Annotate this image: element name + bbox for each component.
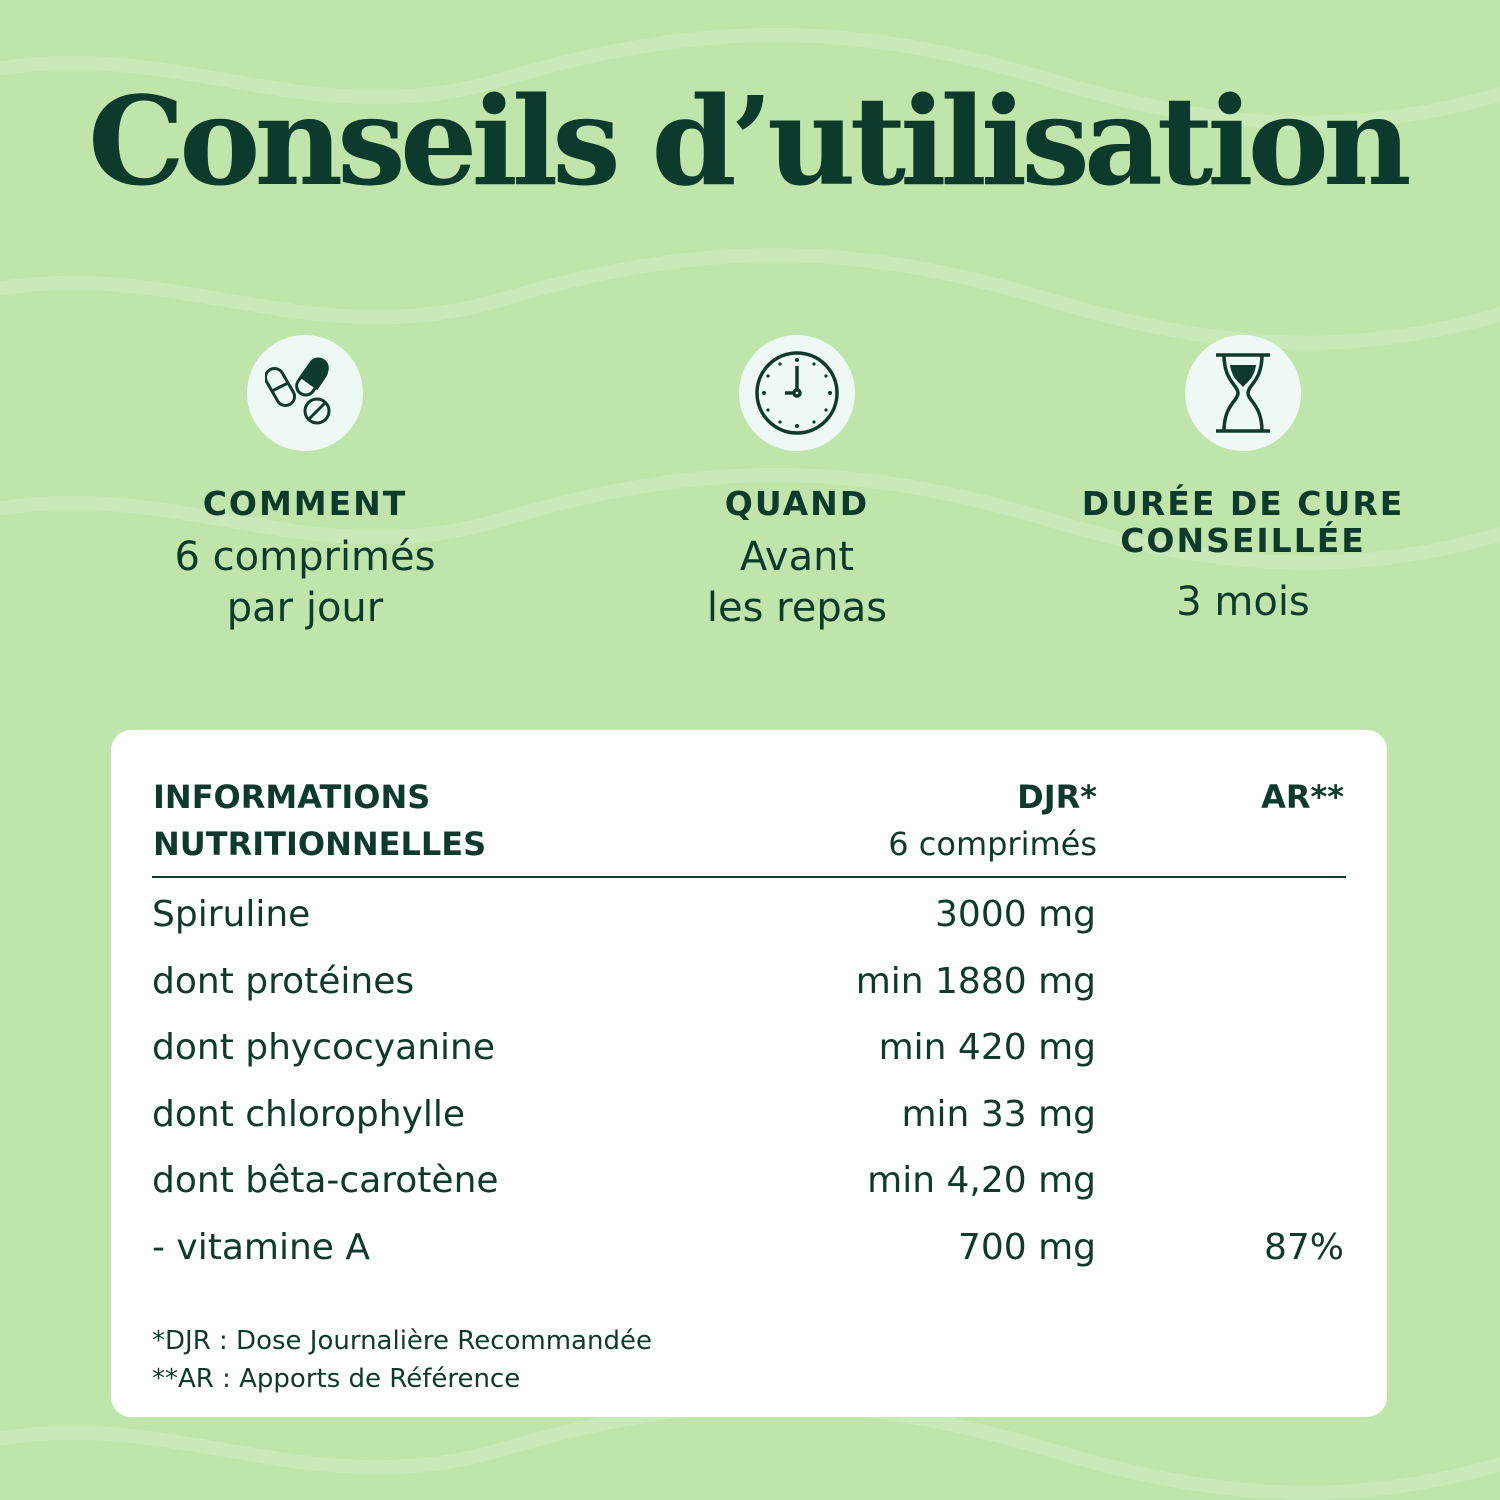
cell-name: - vitamine A xyxy=(152,1227,371,1268)
cell-djr: min 4,20 mg xyxy=(867,1160,1096,1202)
footnotes: *DJR : Dose Journalière Recommandée **AR … xyxy=(152,1326,652,1394)
cell-name: Spiruline xyxy=(152,894,311,935)
table-row: dont bêta-carotène min 4,20 mg xyxy=(152,1160,1346,1220)
table-row: - vitamine A 700 mg 87% xyxy=(152,1227,1346,1287)
usage-how: COMMENT 6 comprimés par jour xyxy=(95,335,515,634)
cell-ar: 87% xyxy=(1263,1227,1344,1268)
table-row: Spiruline 3000 mg xyxy=(152,894,1346,954)
usage-label: DURÉE DE CURE CONSEILLÉE xyxy=(1081,484,1405,560)
usage-label: QUAND xyxy=(724,484,870,523)
cell-name: dont phycocyanine xyxy=(152,1027,495,1069)
page-title: Conseils d’utilisation xyxy=(88,69,1412,213)
usage-value: Avant les repas xyxy=(706,534,888,631)
table-row: dont chlorophylle min 33 mg xyxy=(152,1094,1346,1154)
cell-djr: min 33 mg xyxy=(901,1093,1096,1135)
table-row: dont protéines min 1880 mg xyxy=(152,961,1346,1021)
clock-icon xyxy=(739,335,855,451)
hourglass-icon xyxy=(1185,335,1301,451)
cell-name: dont protéines xyxy=(152,960,415,1002)
header-nutrition: INFORMATIONS NUTRITIONNELLES xyxy=(153,778,487,863)
usage-label: COMMENT xyxy=(202,484,408,523)
usage-value: 3 mois xyxy=(1176,579,1310,625)
cell-name: dont chlorophylle xyxy=(152,1093,466,1135)
usage-value: 6 comprimés par jour xyxy=(174,534,436,631)
header-ar: AR** xyxy=(1261,778,1344,816)
pills-icon xyxy=(247,335,363,451)
table-row: dont phycocyanine min 420 mg xyxy=(152,1027,1346,1087)
cell-djr: min 420 mg xyxy=(878,1027,1096,1069)
usage-duration: DURÉE DE CURE CONSEILLÉE 3 mois xyxy=(1033,335,1453,628)
header-divider xyxy=(152,876,1346,878)
usage-when: QUAND Avant les repas xyxy=(587,335,1007,634)
cell-djr: min 1880 mg xyxy=(855,960,1096,1002)
cell-djr: 3000 mg xyxy=(935,894,1096,935)
header-djr: DJR* 6 comprimés xyxy=(888,778,1097,863)
cell-djr: 700 mg xyxy=(957,1227,1096,1268)
cell-name: dont bêta-carotène xyxy=(152,1160,499,1202)
nutrition-table: INFORMATIONS NUTRITIONNELLES DJR* 6 compri… xyxy=(111,730,1387,1417)
